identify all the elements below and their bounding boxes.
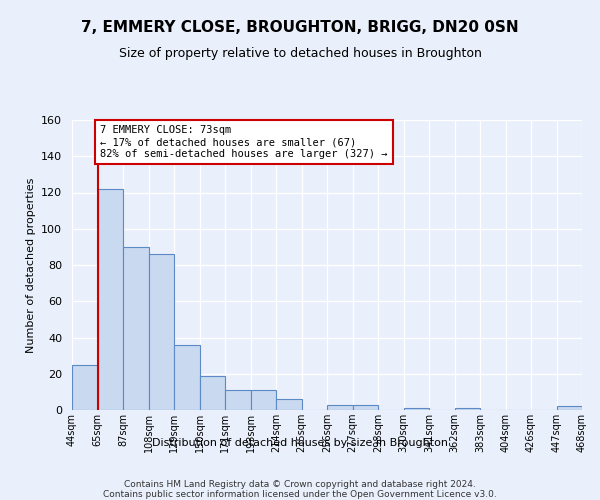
Text: Contains HM Land Registry data © Crown copyright and database right 2024.
Contai: Contains HM Land Registry data © Crown c…	[103, 480, 497, 500]
Bar	[455, 408, 480, 410]
Bar	[123, 247, 149, 410]
Bar	[251, 390, 276, 410]
Text: Size of property relative to detached houses in Broughton: Size of property relative to detached ho…	[119, 48, 481, 60]
Bar	[174, 345, 199, 410]
Bar	[353, 404, 378, 410]
Bar	[97, 189, 123, 410]
Bar	[72, 364, 97, 410]
Bar	[327, 404, 353, 410]
Text: 7 EMMERY CLOSE: 73sqm
← 17% of detached houses are smaller (67)
82% of semi-deta: 7 EMMERY CLOSE: 73sqm ← 17% of detached …	[100, 126, 388, 158]
Text: 7, EMMERY CLOSE, BROUGHTON, BRIGG, DN20 0SN: 7, EMMERY CLOSE, BROUGHTON, BRIGG, DN20 …	[81, 20, 519, 35]
Bar	[149, 254, 174, 410]
Y-axis label: Number of detached properties: Number of detached properties	[26, 178, 35, 352]
Bar	[199, 376, 225, 410]
Text: Distribution of detached houses by size in Broughton: Distribution of detached houses by size …	[152, 438, 448, 448]
Bar	[404, 408, 429, 410]
Bar	[557, 406, 582, 410]
Bar	[225, 390, 251, 410]
Bar	[276, 399, 302, 410]
